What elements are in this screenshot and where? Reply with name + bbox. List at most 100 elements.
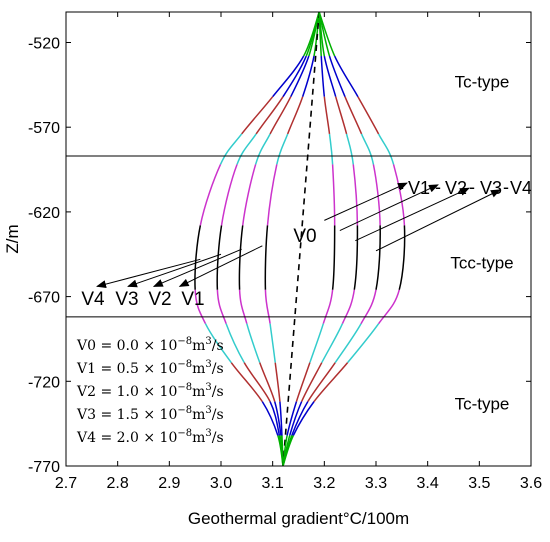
y-tick-label: -570 (28, 120, 60, 137)
series-right-V1-segment (323, 96, 331, 135)
series-left-V4-segment (230, 362, 263, 403)
series-right-V2-segment (321, 323, 344, 364)
legend-entry: V4 = 2.0 × 10−8m3/s (76, 428, 224, 446)
series-right-V3-segment (375, 225, 381, 290)
series-V0-line (282, 11, 320, 467)
series-left-V3-segment (225, 323, 245, 364)
x-tick-label: 2.9 (158, 475, 180, 492)
plot-frame (65, 11, 532, 467)
series-right-V3-segment (360, 133, 375, 165)
legend-entry: V2 = 1.0 × 10−8m3/s (76, 382, 224, 400)
x-tick-label: 3.3 (365, 475, 387, 492)
series-left-V2-segment (246, 323, 261, 363)
annotation-arrow-right-V4 (375, 189, 501, 252)
series-left-V2-segment (238, 289, 248, 324)
right-label-dash: - (469, 177, 475, 197)
series-left-V4-segment (194, 225, 202, 290)
series-right-V3-segment (328, 55, 346, 97)
series-right-V3-segment (291, 401, 309, 436)
series-right-V1-segment (331, 225, 336, 290)
series-right-V2-segment (345, 133, 355, 165)
series-left-V1-segment (264, 225, 269, 290)
series-left-V3-segment (282, 55, 307, 98)
series-right-V3-segment (307, 362, 336, 403)
series-left-V3-segment (269, 401, 281, 436)
series-left-V2-segment (274, 401, 282, 436)
series-left-V2-segment (254, 133, 271, 165)
v0-label: V0 (293, 226, 316, 247)
series-right-V2-segment (323, 55, 337, 97)
right-curve-label: V1 (408, 178, 430, 198)
x-axis-label: Geothermal gradient°C/100m (188, 509, 409, 528)
series-right-V3-segment (372, 164, 381, 226)
y-tick-label: -520 (28, 35, 60, 52)
left-curve-label: V4 (81, 289, 105, 310)
series-left-V4-segment (219, 133, 243, 165)
series-right-V4-segment (318, 11, 336, 57)
series-left-V1-segment (274, 362, 281, 402)
annotation-arrow-left-V1 (178, 245, 263, 287)
series-right-V4-segment (377, 133, 395, 165)
x-tick-label: 3.6 (520, 475, 542, 492)
y-tick-label: -670 (28, 290, 60, 307)
series-right-V4-segment (377, 289, 400, 325)
series-left-V2-segment (269, 96, 292, 135)
zone-label: Tcc-type (450, 254, 513, 273)
left-curve-label: V1 (181, 289, 204, 310)
x-tick-label: 3.2 (313, 475, 335, 492)
series-right-V2-segment (288, 401, 303, 436)
series-right-V4-segment (282, 435, 295, 467)
x-tick-label: 3.1 (262, 475, 284, 492)
chart-labels: Tc-type Tcc-type Tc-type V0 V4 V3 V2 V1 V1 V2 V3 V4… (81, 72, 532, 413)
x-tick-label: 2.8 (107, 475, 129, 492)
series-left-V3-segment (243, 362, 271, 402)
series-right-V1-segment (322, 289, 334, 324)
x-tick-label: 3.5 (468, 475, 490, 492)
right-curve-label: V4 (510, 178, 532, 198)
annotation-arrow-left-V2 (152, 248, 242, 287)
annotation-arrow-right-V1 (324, 182, 408, 221)
left-curve-label: V3 (115, 289, 138, 310)
y-tick-label: -620 (28, 205, 60, 222)
right-curve-label: V2 (445, 178, 467, 198)
series-left-V2-segment (238, 225, 244, 290)
series-right-V2-segment (352, 164, 359, 226)
series-right-V4-segment (292, 401, 315, 436)
series-right-V4-segment (357, 96, 380, 135)
annotation-arrow-right-V2 (339, 184, 439, 231)
series-right-V4-segment (347, 323, 380, 364)
series-left-V4-segment (199, 164, 222, 226)
y-tick-label: -770 (28, 459, 60, 476)
series-right-V2-segment (341, 289, 356, 325)
zone-boundaries (66, 155, 531, 318)
series-right-V1-segment (331, 164, 336, 226)
series-right-V4-segment (313, 362, 349, 403)
legend-entry: V0 = 0.0 × 10−8m3/s (76, 336, 224, 354)
y-tick-label: -720 (28, 374, 60, 391)
series-right-V3-segment (360, 289, 377, 325)
series-right-V3-segment (334, 323, 362, 364)
x-tick-label: 3.4 (417, 475, 439, 492)
series-right-V1-segment (309, 323, 325, 363)
right-curve-label: V3 (480, 178, 502, 198)
series-right-V2-segment (334, 96, 348, 135)
y-axis-label: Z/m (3, 224, 22, 253)
left-curve-label: V2 (148, 289, 171, 310)
plot-curves (194, 11, 406, 467)
series-left-V2-segment (241, 164, 257, 226)
annotation-arrow-left-V4 (96, 258, 201, 289)
series-right-V3-segment (344, 96, 363, 135)
right-label-dash: - (435, 177, 441, 197)
series-right-V1-segment (295, 362, 311, 402)
series-left-V1-segment (276, 133, 289, 165)
axis-ticks: 2.7 2.8 2.9 3.0 3.1 3.2 3.3 3.4 3.5 3.6 -520 -570 -6… (28, 12, 542, 492)
series-left-V1-segment (266, 164, 278, 226)
series-left-V3-segment (220, 164, 238, 226)
series-right-V1-segment (328, 133, 334, 165)
series-left-V4-segment (241, 96, 274, 135)
series-left-V3-segment (216, 289, 227, 324)
zone-label: Tc-type (455, 72, 510, 91)
series-left-V2-segment (259, 362, 276, 402)
annotation-arrow-left-V3 (127, 253, 222, 288)
